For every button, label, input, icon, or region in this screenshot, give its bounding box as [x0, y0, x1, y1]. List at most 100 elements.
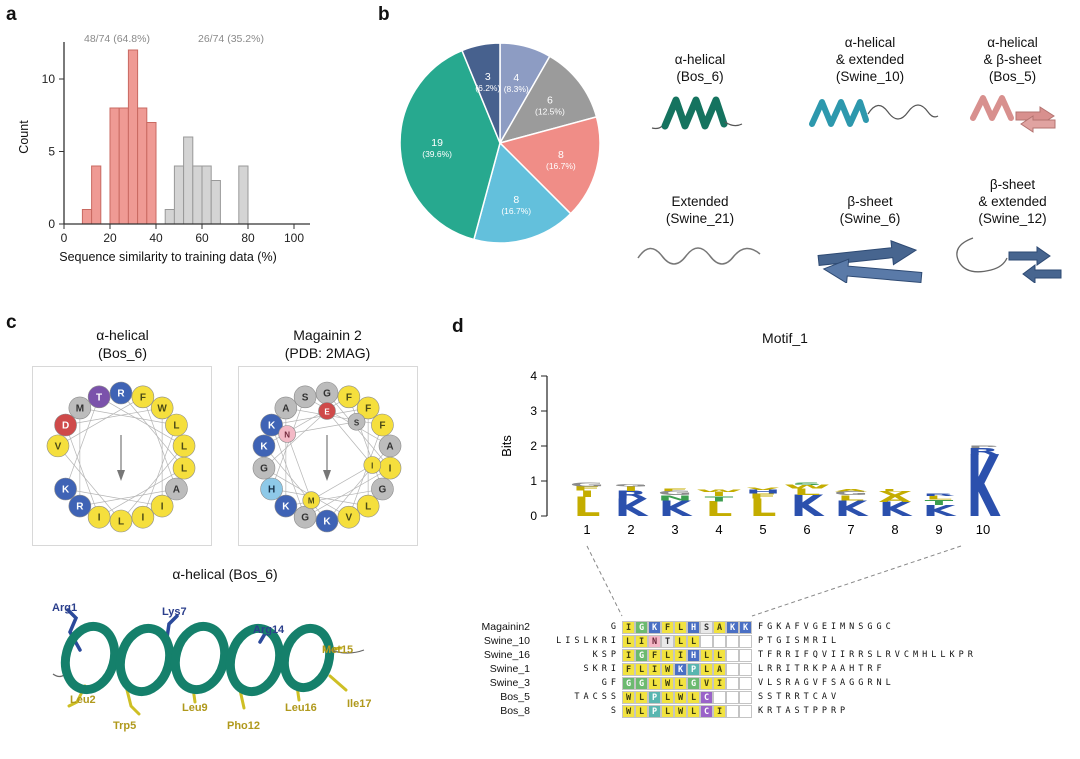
- svg-text:K: K: [879, 498, 914, 520]
- histogram-annotation-right: 26/74 (35.2%): [198, 33, 264, 45]
- svg-text:3: 3: [671, 522, 678, 537]
- svg-text:K: K: [260, 441, 268, 452]
- svg-text:K: K: [923, 502, 958, 520]
- svg-text:4: 4: [530, 369, 537, 383]
- svg-text:I: I: [623, 486, 639, 493]
- svg-text:K: K: [62, 485, 70, 496]
- svg-text:F: F: [661, 487, 690, 492]
- svg-text:3: 3: [485, 71, 491, 83]
- histogram-xlabel: Sequence similarity to training data (%): [59, 250, 277, 264]
- svg-text:V: V: [747, 486, 780, 491]
- sequence-post-motif: LRRITRKPAAHTRF: [758, 664, 886, 674]
- svg-text:L: L: [926, 495, 953, 501]
- sequence-post-motif: VLSRAGVFSAGGRNL: [758, 678, 895, 688]
- svg-text:N: N: [657, 494, 692, 502]
- svg-text:R: R: [615, 489, 647, 501]
- structure-label: α-helical & extended (Swine_10): [835, 35, 905, 85]
- svg-text:A: A: [386, 441, 393, 452]
- svg-text:L: L: [365, 502, 371, 513]
- structure-label: α-helical (Bos_6): [674, 52, 726, 85]
- svg-text:A: A: [282, 403, 289, 414]
- svg-text:9: 9: [935, 522, 942, 537]
- svg-text:A: A: [835, 488, 868, 493]
- helix3d-structure: Arg1 Lys7 Arg14 Met15 Ile17 Leu16 Pho12 Leu9 Trp…: [35, 588, 425, 756]
- svg-text:H: H: [268, 485, 275, 496]
- svg-text:V: V: [55, 441, 62, 452]
- sequence-post-motif: FGKAFVGEIMNSGGC: [758, 622, 895, 632]
- sequence-name: Swine_10: [483, 635, 530, 647]
- svg-text:0: 0: [61, 231, 68, 245]
- svg-text:F: F: [365, 403, 371, 414]
- svg-text:R: R: [967, 446, 999, 457]
- residue-label: Trp5: [113, 720, 137, 732]
- sheet-extended-icon: [955, 237, 1061, 283]
- svg-text:4: 4: [513, 72, 519, 84]
- svg-text:L: L: [173, 421, 179, 432]
- svg-text:I: I: [711, 491, 727, 498]
- residue-label: Leu2: [70, 694, 96, 706]
- svg-text:2: 2: [530, 439, 537, 453]
- svg-text:2: 2: [627, 522, 634, 537]
- extended-coil-icon: [637, 247, 761, 265]
- svg-text:80: 80: [241, 231, 255, 245]
- svg-text:5: 5: [48, 145, 55, 159]
- svg-text:I: I: [371, 461, 373, 470]
- sequence-pre-motif: LISLKRI: [556, 636, 620, 646]
- svg-text:A: A: [173, 485, 180, 496]
- svg-text:F: F: [379, 421, 385, 432]
- svg-text:60: 60: [195, 231, 209, 245]
- svg-text:K: K: [967, 437, 1001, 536]
- structure-item: β-sheet & extended (Swine_12): [945, 172, 1080, 283]
- alignment-row: Magainin2 G I G K F L H S A K K FGKAFVGEIMNSGGC: [458, 620, 977, 634]
- structure-class-pie-chart: 4(8.3%)6(12.5%)8(16.7%)8(16.7%)19(39.6%)…: [399, 42, 601, 244]
- svg-text:F: F: [749, 492, 778, 500]
- svg-text:G: G: [260, 464, 268, 475]
- alignment-row: Swine_1 SKRI F L I W K P L A LRRITRKPAAHTRF: [458, 662, 977, 676]
- structure-item: β-sheet (Swine_6): [795, 172, 945, 283]
- svg-text:19: 19: [431, 137, 443, 149]
- panel-b-label: b: [378, 4, 390, 25]
- svg-text:S: S: [354, 418, 360, 427]
- sequence-pre-motif: GF: [601, 678, 620, 688]
- svg-text:G: G: [379, 485, 387, 496]
- svg-text:6: 6: [547, 95, 553, 107]
- svg-text:T: T: [96, 392, 102, 403]
- svg-text:F: F: [140, 392, 146, 403]
- panel-c-label: c: [6, 312, 17, 333]
- svg-text:L: L: [181, 464, 187, 475]
- svg-text:L: L: [706, 497, 733, 521]
- wheel-left-title: α-helical (Bos_6): [96, 327, 149, 362]
- sequence-name: Magainin2: [481, 621, 530, 633]
- residue-label: Ile17: [347, 698, 372, 710]
- alignment-row: Swine_16 KSP I G F L I H L L TFRRIFQVIIRRSLRVCMHLL…: [458, 648, 977, 662]
- svg-text:D: D: [62, 421, 69, 432]
- alignment-row: Bos_8 S W L P L W L C I KRTASTPPRP: [458, 704, 977, 718]
- svg-text:8: 8: [891, 522, 898, 537]
- svg-text:7: 7: [847, 522, 854, 537]
- wheel-right-title: Magainin 2 (PDB: 2MAG): [284, 327, 371, 362]
- sequence-pre-motif: SKRI: [583, 664, 620, 674]
- svg-text:4: 4: [715, 522, 722, 537]
- alignment-row: Bos_5 TACSS W L P L W L C SSTRRTCAV: [458, 690, 977, 704]
- alpha-helix-icon: [651, 96, 743, 130]
- similarity-histogram-chart: 0 20 40 60 80 100 0 5 10: [42, 42, 310, 245]
- svg-text:(12.5%): (12.5%): [535, 107, 565, 117]
- svg-text:10: 10: [42, 72, 56, 86]
- svg-text:K: K: [268, 421, 276, 432]
- svg-text:W: W: [784, 484, 830, 490]
- svg-text:E: E: [324, 408, 330, 417]
- sequence-pre-motif: TACSS: [574, 692, 620, 702]
- structure-item: α-helical & β-sheet (Bos_5): [945, 30, 1080, 141]
- sequence-post-motif: TFRRIFQVIIRRSLRVCMHLLKPR: [758, 650, 977, 660]
- svg-text:K: K: [791, 490, 826, 524]
- svg-text:(8.3%): (8.3%): [504, 84, 529, 94]
- svg-text:R: R: [923, 493, 955, 498]
- svg-text:S: S: [302, 392, 309, 403]
- sequence-alignment: Magainin2 G I G K F L H S A K K FGKAFVGEIMNSGGC Swine…: [458, 620, 977, 718]
- svg-text:H: H: [745, 489, 780, 495]
- svg-text:V: V: [879, 490, 913, 497]
- sequence-name: Bos_8: [500, 705, 530, 717]
